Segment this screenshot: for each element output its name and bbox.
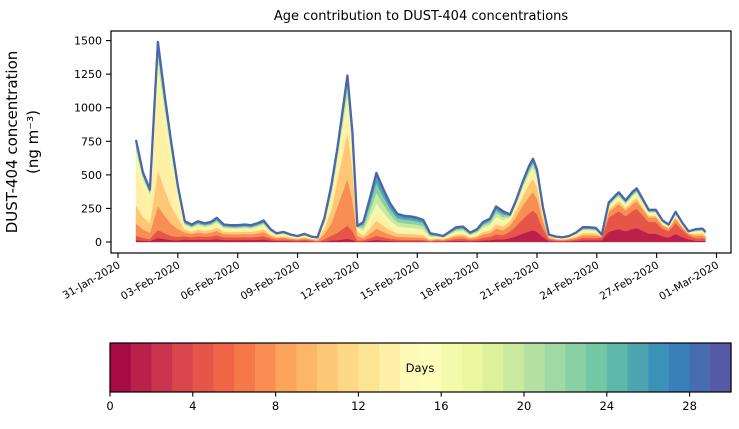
colorbar-segment — [420, 343, 442, 392]
y-axis-ticks: 0 250 500 750 1000 1250 1500 — [74, 35, 111, 249]
colorbar-segment — [565, 343, 587, 392]
colorbar-segment — [358, 343, 380, 392]
y-tick-label: 0 — [95, 236, 102, 249]
colorbar-segment — [151, 343, 173, 392]
y-axis-label-line1: DUST-404 concentration — [3, 51, 21, 234]
chart-title: Age contribution to DUST-404 concentrati… — [274, 9, 569, 24]
colorbar-segment — [399, 343, 422, 392]
colorbar-segment — [172, 343, 194, 392]
x-tick-label: 15-Feb-2020 — [358, 259, 421, 303]
y-tick-label: 250 — [81, 202, 102, 215]
colorbar-segment — [254, 343, 277, 392]
x-tick-label: 03-Feb-2020 — [119, 259, 182, 303]
colorbar-segment — [441, 343, 463, 392]
colorbar-border — [109, 342, 732, 393]
colorbar-segment — [606, 343, 629, 392]
colorbar-segment — [503, 343, 525, 392]
x-tick-label: 06-Feb-2020 — [179, 259, 242, 303]
y-tick-label: 500 — [81, 169, 102, 182]
colorbar-tick-label: 28 — [682, 399, 697, 413]
colorbar-segment — [586, 343, 608, 392]
total-concentration-line — [134, 40, 707, 239]
colorbar-segment — [482, 343, 504, 392]
colorbar-segment — [275, 343, 297, 392]
colorbar-segment — [668, 343, 691, 392]
colorbar-ticks: 0 4 8 12 16 20 24 28 — [106, 392, 697, 413]
colorbar-segment — [130, 343, 152, 392]
colorbar-tick-label: 16 — [434, 399, 449, 413]
plot-border — [110, 30, 732, 254]
x-axis-ticks: 31-Jan-202003-Feb-202006-Feb-202009-Feb-… — [61, 253, 721, 303]
x-tick-label: 21-Feb-2020 — [478, 259, 541, 303]
colorbar-segment — [524, 343, 546, 392]
y-tick-label: 1000 — [74, 102, 102, 115]
colorbar-segment — [337, 343, 359, 392]
x-tick-label: 01-Mar-2020 — [657, 259, 721, 303]
colorbar-segment — [234, 343, 256, 392]
y-tick-label: 750 — [81, 135, 102, 148]
colorbar-label: Days — [406, 361, 435, 375]
y-tick-label: 1500 — [74, 35, 102, 48]
x-tick-label: 31-Jan-2020 — [61, 259, 123, 302]
x-tick-label: 12-Feb-2020 — [299, 259, 362, 303]
colorbar-tick-label: 0 — [106, 399, 113, 413]
stacked-age-layers — [135, 41, 706, 243]
x-tick-label: 24-Feb-2020 — [538, 259, 601, 303]
colorbar-days — [110, 343, 732, 392]
colorbar-tick-label: 24 — [599, 399, 614, 413]
colorbar-segment — [110, 343, 132, 392]
colorbar-segment — [461, 343, 484, 392]
colorbar-segment — [710, 343, 732, 392]
y-axis-label-line2: (ng m⁻³) — [24, 110, 42, 174]
colorbar-segment — [544, 343, 566, 392]
colorbar-segment — [317, 343, 339, 392]
colorbar-segment — [296, 343, 318, 392]
x-tick-label: 09-Feb-2020 — [239, 259, 302, 303]
colorbar-segment — [627, 343, 649, 392]
colorbar-tick-label: 4 — [189, 399, 196, 413]
colorbar-segment — [689, 343, 711, 392]
colorbar-segment — [648, 343, 670, 392]
colorbar-segment — [379, 343, 401, 392]
colorbar-segment — [192, 343, 215, 392]
x-tick-label: 18-Feb-2020 — [418, 259, 481, 303]
x-tick-label: 27-Feb-2020 — [598, 259, 661, 303]
colorbar-tick-label: 12 — [351, 399, 366, 413]
colorbar-segment — [213, 343, 235, 392]
y-tick-label: 1250 — [74, 68, 102, 81]
colorbar-tick-label: 8 — [272, 399, 279, 413]
colorbar-tick-label: 20 — [517, 399, 532, 413]
